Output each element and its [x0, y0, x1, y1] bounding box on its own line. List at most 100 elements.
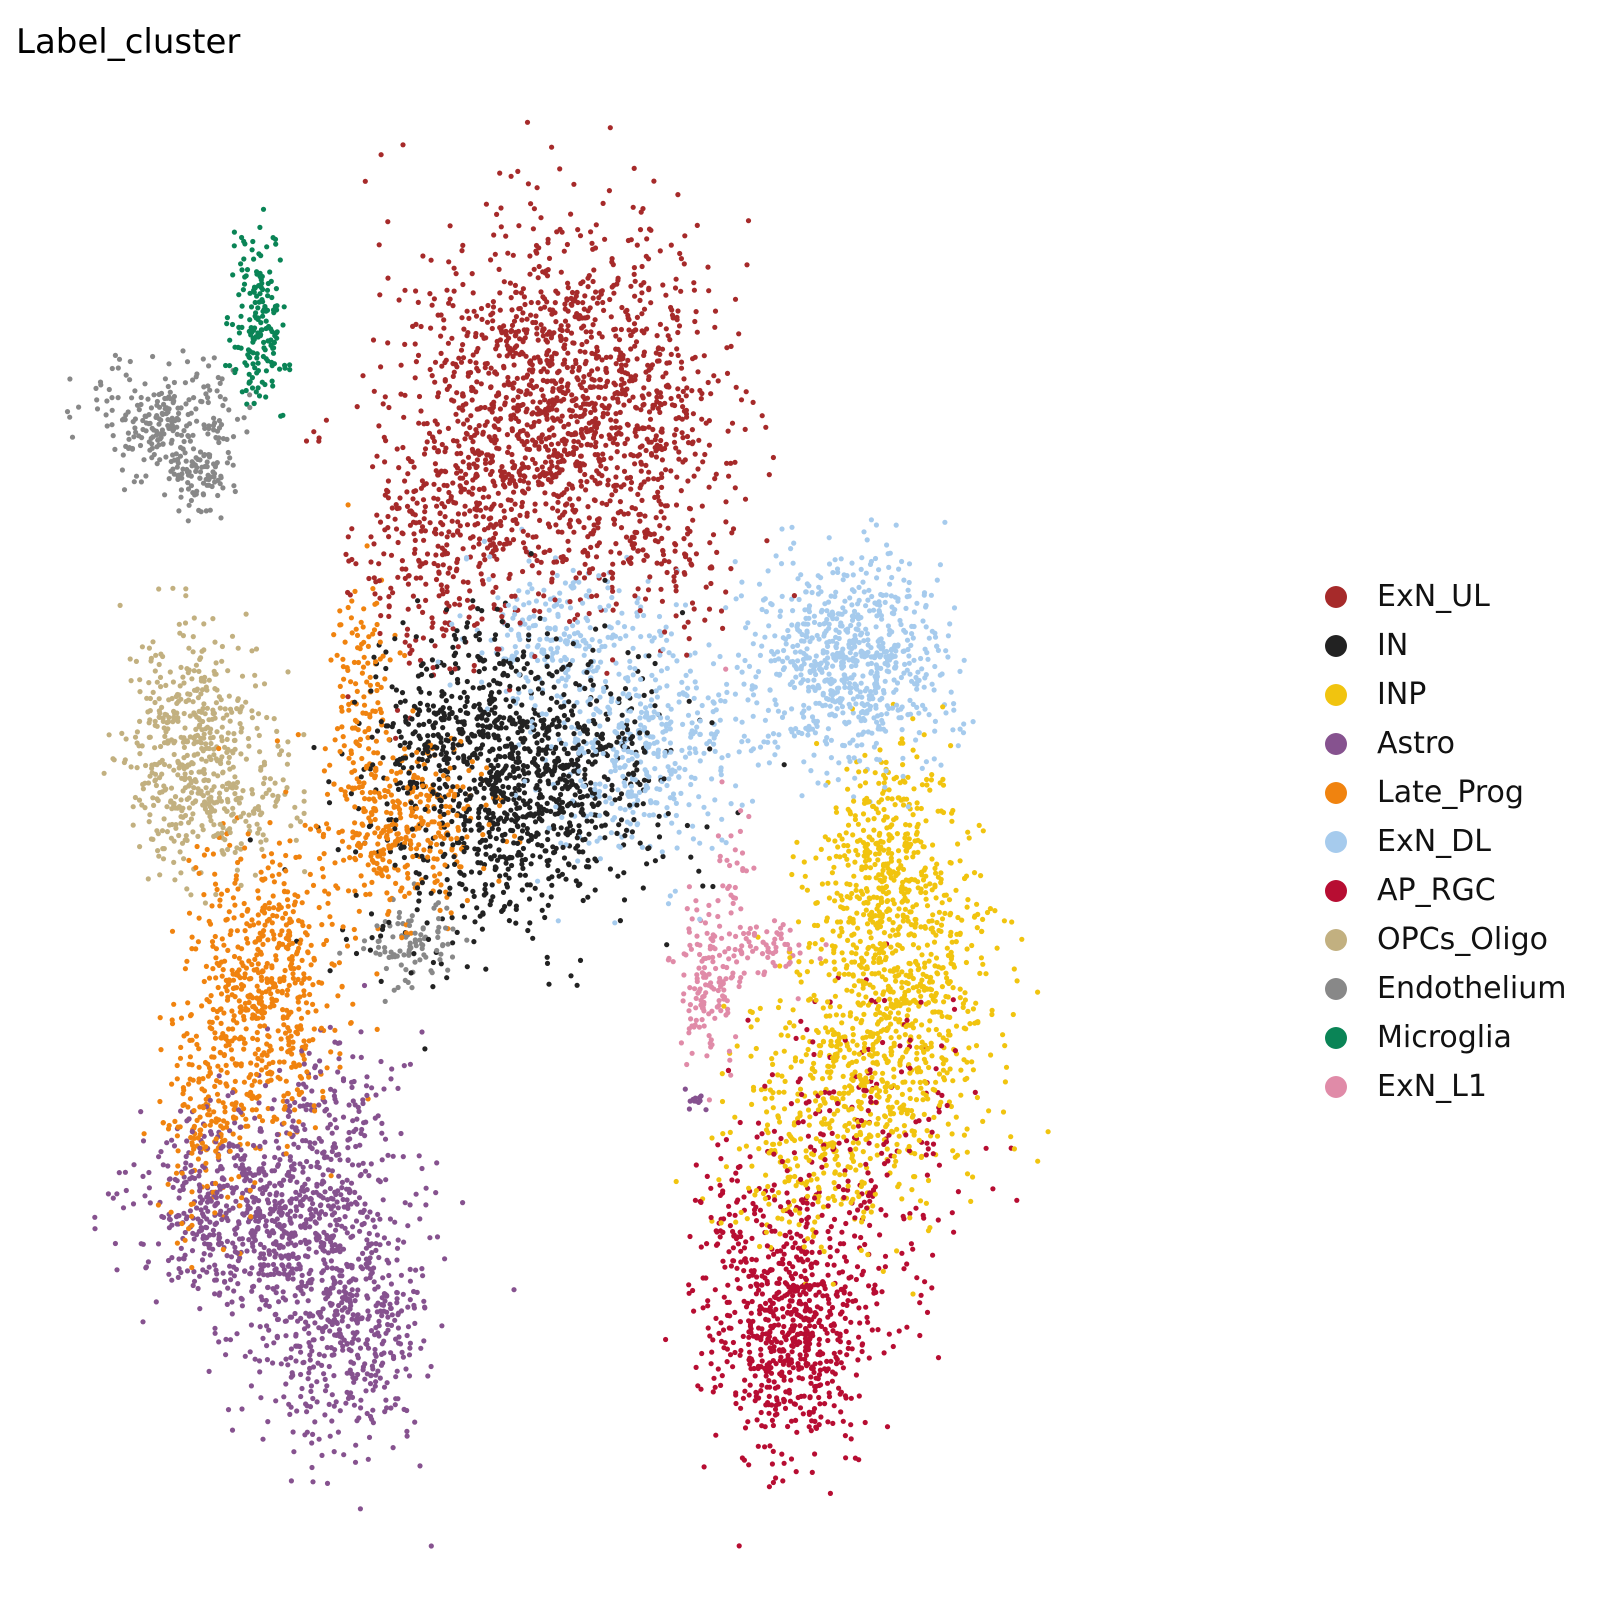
point-inp: [863, 907, 869, 913]
point-exn-dl: [848, 675, 854, 681]
point-inp: [977, 970, 983, 977]
point-exn-dl: [847, 758, 853, 765]
point-exn-dl: [916, 677, 922, 684]
point-exn-ul: [404, 632, 410, 638]
point-endothelium: [116, 356, 123, 362]
point-astro: [334, 1222, 340, 1228]
point-inp: [798, 979, 804, 985]
point-exn-dl: [776, 732, 782, 738]
point-in: [486, 682, 492, 688]
point-ap-rgc: [728, 1263, 735, 1269]
point-opcs-oligo: [252, 672, 258, 678]
point-exn-dl: [795, 576, 801, 582]
point-exn-ul: [597, 480, 603, 486]
point-exn-dl: [575, 858, 581, 864]
point-astro: [309, 1440, 315, 1446]
point-exn-ul: [462, 436, 468, 442]
point-opcs-oligo: [198, 691, 204, 697]
point-exn-ul: [588, 329, 594, 335]
point-exn-ul: [723, 519, 729, 525]
point-exn-dl: [615, 787, 621, 793]
point-late-prog: [186, 857, 192, 864]
point-astro: [301, 1096, 307, 1102]
point-exn-ul: [542, 490, 548, 496]
point-exn-ul: [613, 601, 619, 607]
point-astro: [406, 1352, 413, 1358]
point-late-prog: [375, 825, 381, 831]
point-exn-ul: [565, 285, 571, 291]
point-exn-ul: [668, 395, 674, 402]
point-in: [450, 842, 456, 848]
point-exn-ul: [645, 587, 652, 593]
point-exn-ul: [645, 256, 652, 262]
point-exn-dl: [789, 622, 795, 628]
point-exn-ul: [566, 547, 572, 553]
point-exn-ul: [458, 359, 465, 365]
point-exn-ul: [610, 607, 616, 613]
point-astro: [367, 1209, 373, 1215]
point-inp: [967, 1021, 973, 1027]
point-exn-dl: [777, 608, 784, 614]
point-astro: [355, 1287, 361, 1293]
point-astro: [360, 1160, 366, 1166]
point-ap-rgc: [817, 1249, 823, 1255]
point-exn-dl: [676, 699, 682, 705]
point-astro: [428, 1543, 434, 1549]
point-astro: [364, 1214, 370, 1220]
point-exn-ul: [725, 428, 731, 434]
point-inp: [779, 1216, 785, 1222]
point-exn-ul: [386, 594, 392, 600]
point-in: [462, 827, 468, 833]
point-exn-ul: [710, 532, 717, 538]
point-late-prog: [320, 1088, 326, 1094]
point-exn-dl: [658, 668, 665, 674]
point-ap-rgc: [799, 1376, 806, 1382]
point-late-prog: [464, 897, 470, 904]
point-inp: [916, 1137, 922, 1143]
point-late-prog: [212, 871, 218, 877]
point-exn-ul: [456, 596, 462, 602]
point-late-prog: [367, 674, 373, 680]
point-in: [383, 665, 389, 672]
point-exn-ul: [478, 571, 484, 577]
point-exn-ul: [594, 300, 601, 306]
point-exn-dl: [781, 665, 788, 671]
point-exn-dl: [587, 625, 593, 631]
point-late-prog: [263, 1064, 269, 1070]
point-inp: [980, 1118, 986, 1124]
point-exn-dl: [929, 681, 935, 687]
point-late-prog: [174, 1133, 180, 1139]
point-exn-ul: [535, 300, 541, 306]
point-exn-ul: [476, 536, 483, 542]
point-in: [485, 757, 491, 763]
point-ap-rgc: [718, 1320, 724, 1326]
point-exn-dl: [852, 633, 858, 639]
point-ap-rgc: [741, 1268, 747, 1274]
point-exn-ul: [555, 508, 561, 514]
point-exn-ul: [376, 242, 382, 248]
point-in: [311, 744, 317, 751]
point-inp: [936, 1071, 943, 1077]
point-exn-dl: [608, 769, 614, 775]
point-in: [475, 847, 482, 853]
point-astro: [372, 1346, 378, 1353]
point-astro: [138, 1241, 144, 1247]
point-ap-rgc: [822, 1401, 828, 1407]
point-endothelium: [450, 926, 456, 932]
point-exn-dl: [679, 679, 685, 685]
point-opcs-oligo: [180, 674, 186, 680]
point-exn-ul: [570, 364, 576, 370]
point-exn-dl: [801, 702, 807, 708]
point-ap-rgc: [805, 1257, 811, 1263]
point-inp: [763, 1139, 769, 1146]
point-ap-rgc: [878, 1207, 884, 1213]
point-late-prog: [455, 827, 462, 833]
point-late-prog: [341, 676, 347, 682]
point-exn-ul: [498, 502, 504, 509]
point-astro: [332, 1347, 338, 1353]
point-opcs-oligo: [156, 853, 162, 859]
point-opcs-oligo: [213, 891, 219, 898]
point-exn-ul: [416, 393, 423, 400]
point-in: [558, 791, 564, 798]
point-inp: [919, 952, 925, 958]
